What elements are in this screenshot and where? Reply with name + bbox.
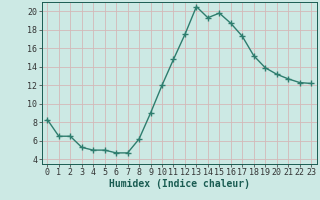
X-axis label: Humidex (Indice chaleur): Humidex (Indice chaleur) — [109, 179, 250, 189]
